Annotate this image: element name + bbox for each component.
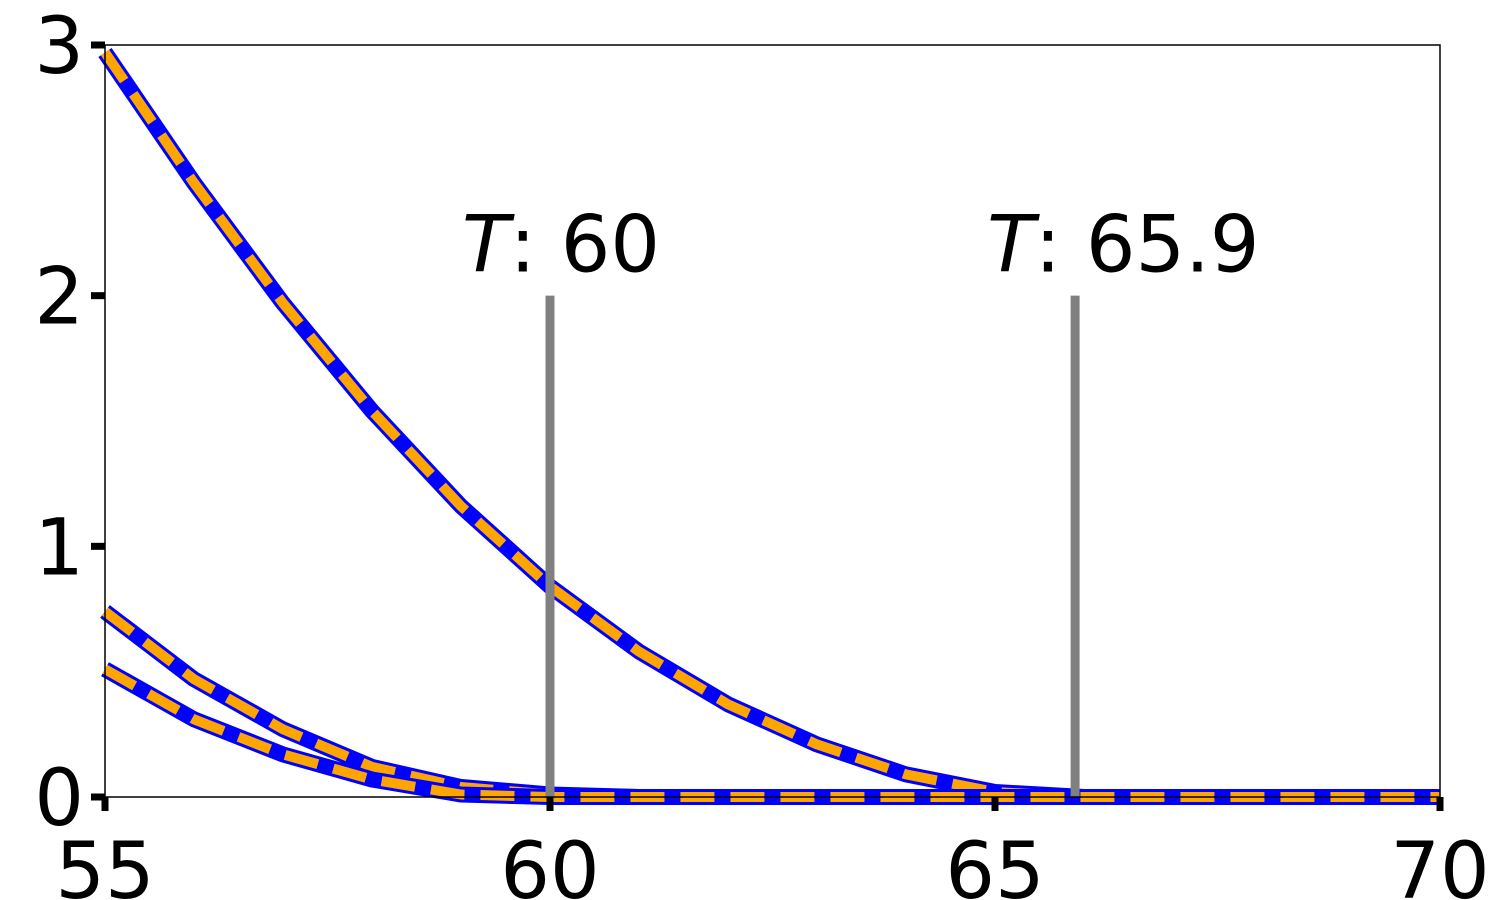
y-tick-label-4: 3 xyxy=(34,2,84,92)
plot-frame xyxy=(104,44,1441,798)
y-tick-label-3: 2 xyxy=(34,253,84,343)
y-tick-label-1: 0 xyxy=(34,754,84,844)
x-tick-label-3: 65 xyxy=(945,827,1044,900)
threshold-symbol-1: T xyxy=(462,201,515,291)
y-tick-label-2: 1 xyxy=(34,503,84,593)
threshold-value-1: : 60 xyxy=(510,201,660,291)
threshold-symbol-2: T xyxy=(987,201,1040,291)
x-tick-label-2: 60 xyxy=(500,827,599,900)
threshold-label-1: T: 60 xyxy=(462,201,660,291)
x-tick-label-4: 70 xyxy=(1390,827,1489,900)
threshold-label-2: T: 65.9 xyxy=(987,201,1259,291)
axis-layer: 55 60 65 70 0 1 2 3 xyxy=(34,2,1489,900)
threshold-value-2: : 65.9 xyxy=(1035,201,1260,291)
annotation-layer: T: 60 T: 65.9 xyxy=(462,201,1260,797)
plot-background xyxy=(105,45,1440,797)
x-tick-label-1: 55 xyxy=(55,827,154,900)
